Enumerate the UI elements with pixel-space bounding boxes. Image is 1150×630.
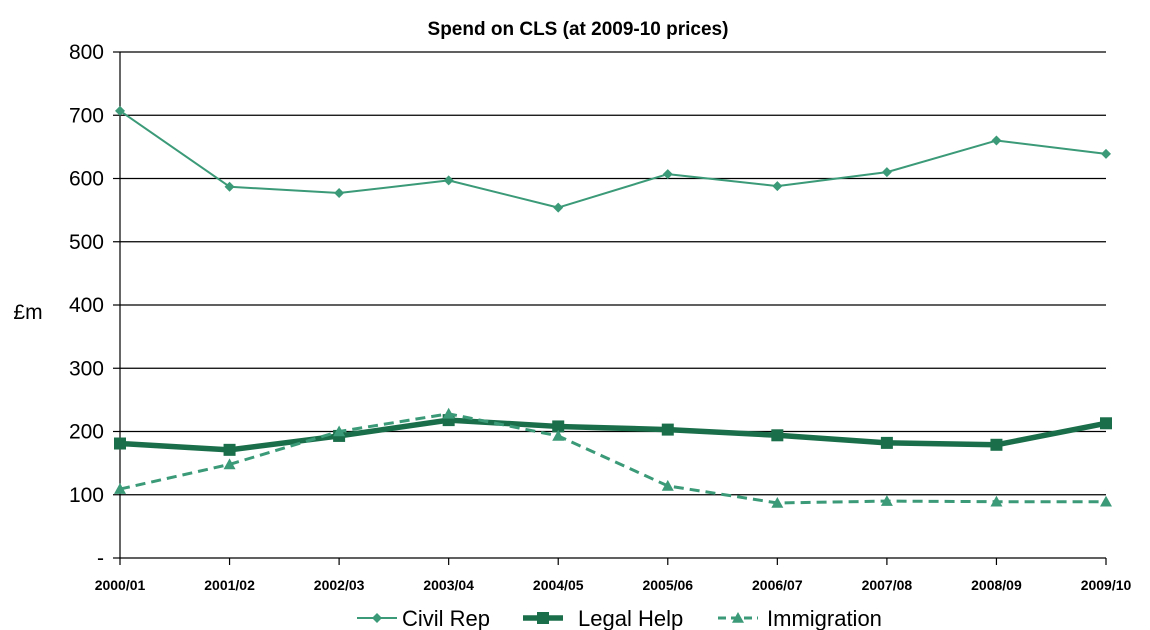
- axes: [113, 51, 1107, 565]
- y-tick-label: 800: [69, 41, 104, 64]
- data-point-immigration: [223, 458, 236, 470]
- y-tick-label: 400: [69, 294, 104, 317]
- x-tick-label: 2005/06: [642, 577, 693, 593]
- legend-item-immigration: Immigration: [718, 606, 882, 630]
- x-tick-label: 2003/04: [423, 577, 474, 593]
- legend: Civil Rep Legal Help Immigration: [357, 606, 882, 630]
- data-point-legal-help: [1100, 417, 1112, 430]
- data-point-civil-rep: [224, 181, 235, 192]
- legend-label: Legal Help: [578, 606, 683, 630]
- x-tick-label: 2001/02: [204, 577, 255, 593]
- data-point-civil-rep: [115, 105, 125, 116]
- y-tick-label: 100: [69, 484, 104, 507]
- series-line-civil-rep: [119, 110, 1107, 209]
- data-point-legal-help: [771, 429, 784, 442]
- gridlines: [120, 51, 1106, 496]
- y-tick-label: 500: [69, 231, 104, 254]
- legend-swatch-marker: [732, 612, 744, 623]
- data-point-legal-help: [223, 443, 236, 456]
- data-point-immigration: [771, 496, 784, 508]
- x-tick-label: 2002/03: [314, 577, 365, 593]
- data-point-immigration: [1100, 495, 1112, 507]
- legend-item-legal-help: Legal Help: [523, 606, 683, 630]
- data-point-civil-rep: [443, 175, 454, 186]
- data-point-civil-rep: [991, 135, 1002, 146]
- y-axis-label: £m: [13, 301, 42, 324]
- y-tick-label: -: [97, 547, 104, 570]
- y-tick-label: 700: [69, 104, 104, 127]
- data-point-immigration: [990, 495, 1003, 507]
- x-tick-label: 2008/09: [971, 577, 1022, 593]
- series-immigration: [114, 407, 1112, 508]
- x-tick-label: 2006/07: [752, 577, 803, 593]
- y-tick-label: 200: [69, 421, 104, 444]
- data-point-legal-help: [661, 423, 674, 436]
- legend-label: Civil Rep: [402, 606, 490, 630]
- data-point-civil-rep: [553, 202, 564, 213]
- data-point-legal-help: [880, 436, 893, 449]
- y-tick-label: 300: [69, 357, 104, 380]
- chart-title: Spend on CLS (at 2009-10 prices): [428, 19, 729, 40]
- series-layer: [114, 105, 1112, 508]
- legend-label: Immigration: [767, 606, 882, 630]
- data-point-civil-rep: [662, 169, 673, 180]
- series-legal-help: [114, 414, 1112, 456]
- x-tick-label: 2000/01: [95, 577, 146, 593]
- series-line-immigration: [119, 412, 1106, 505]
- x-tick-label: 2009/10: [1081, 577, 1132, 593]
- x-tick-label: 2004/05: [533, 577, 584, 593]
- data-point-legal-help: [990, 438, 1003, 451]
- y-tick-label: 600: [69, 168, 104, 191]
- data-point-immigration: [442, 407, 455, 419]
- data-point-immigration: [552, 429, 565, 441]
- data-point-immigration: [880, 495, 893, 506]
- x-axis-ticks: 2000/01 2001/02 2002/03 2003/04 2004/05 2005/…: [95, 577, 1132, 593]
- data-point-civil-rep: [881, 167, 892, 178]
- y-axis-ticks: - 100 200 300 400 500 600 700 800: [69, 41, 104, 570]
- legend-swatch-marker: [537, 612, 549, 624]
- legend-item-civil-rep: Civil Rep: [357, 606, 490, 630]
- series-civil-rep: [115, 105, 1111, 213]
- data-point-legal-help: [552, 420, 565, 433]
- data-point-civil-rep: [772, 181, 783, 192]
- data-point-civil-rep: [1101, 148, 1111, 159]
- legend-swatch-marker: [372, 613, 382, 623]
- data-point-legal-help: [114, 437, 126, 450]
- data-point-immigration: [661, 479, 674, 491]
- data-point-immigration: [114, 483, 126, 494]
- series-line-legal-help: [119, 417, 1107, 453]
- x-tick-label: 2007/08: [862, 577, 913, 593]
- data-point-civil-rep: [334, 188, 345, 199]
- data-point-immigration: [333, 425, 346, 437]
